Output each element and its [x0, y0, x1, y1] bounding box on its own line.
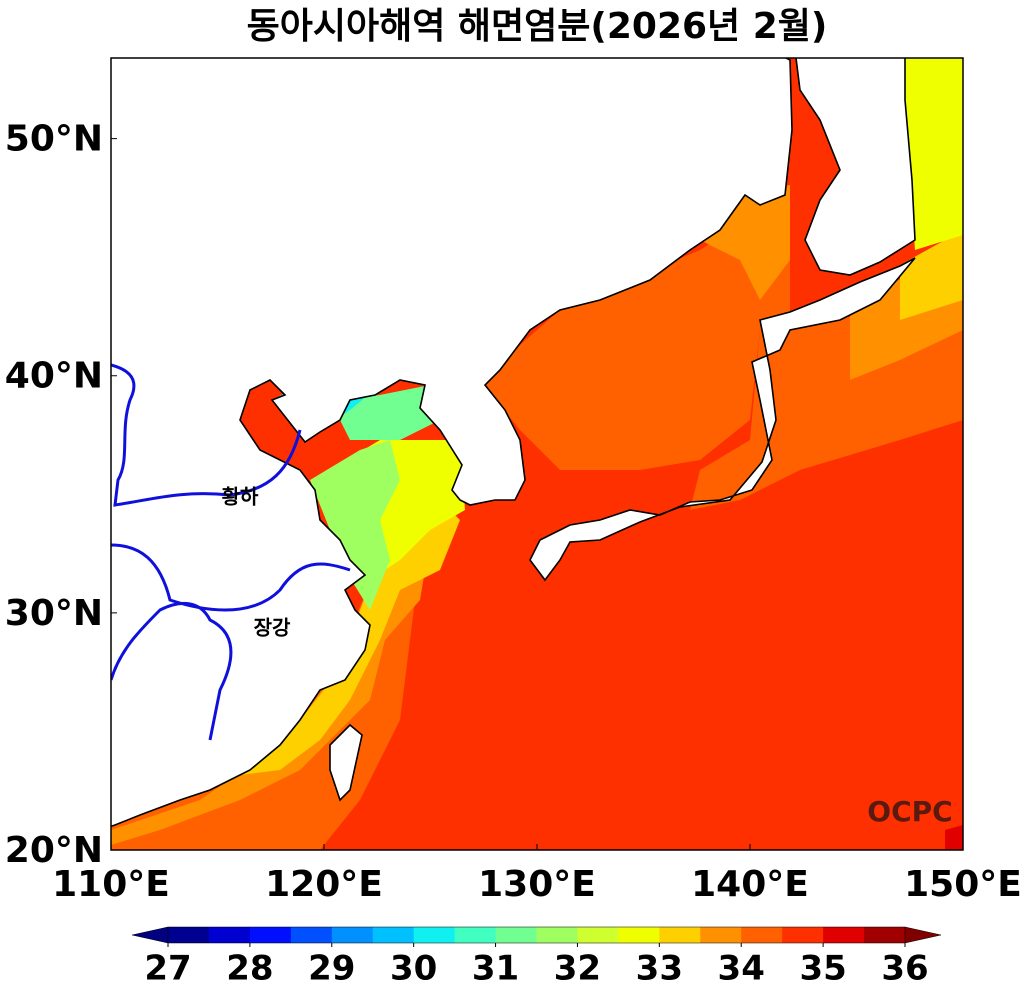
- colorbar-segment: [741, 927, 783, 943]
- land: [329, 723, 363, 802]
- land: [111, 58, 793, 828]
- colorbar-segment: [495, 927, 537, 943]
- land: [529, 257, 916, 582]
- colorbar-tick-label: 27: [144, 949, 191, 989]
- map-area: 황하 장강 OCPC: [111, 58, 963, 850]
- colorbar-under: [131, 926, 169, 944]
- annotation: 황하: [222, 485, 259, 509]
- salinity-zone: [240, 500, 460, 775]
- colorbar-segment: [659, 927, 701, 943]
- colorbar-tick-label: 29: [308, 949, 355, 989]
- salinity-zone: [310, 440, 400, 610]
- colorbar-tick-label: 31: [472, 949, 519, 989]
- colorbar-segment: [823, 927, 865, 943]
- x-tick-label: 150°E: [904, 864, 1022, 905]
- y-tick-label: 20°N: [5, 830, 103, 871]
- logo: OCPC: [867, 795, 952, 828]
- land: [795, 58, 916, 276]
- x-tick-label: 140°E: [691, 864, 809, 905]
- colorbar-segment: [331, 927, 374, 943]
- colorbar-segment: [577, 927, 619, 943]
- colorbar-segment: [372, 927, 415, 943]
- y-tick-label: 30°N: [5, 593, 103, 634]
- river: [111, 601, 233, 741]
- colorbar-segment: [618, 927, 660, 943]
- colorbar-segment: [168, 927, 210, 943]
- colorbar-segment: [700, 927, 742, 943]
- salinity-zone: [905, 58, 963, 250]
- colorbar-segment: [864, 927, 906, 943]
- salinity-zone: [900, 230, 963, 320]
- colorbar-segment: [536, 927, 578, 943]
- annotation: 장강: [254, 616, 291, 640]
- colorbar-tick-label: 35: [799, 949, 846, 989]
- colorbar-segment: [249, 927, 292, 943]
- x-tick-label: 120°E: [265, 864, 383, 905]
- colorbar-segment: [413, 927, 456, 943]
- colorbar-segment: [290, 927, 333, 943]
- colorbar-segment: [782, 927, 824, 943]
- colorbar-over: [904, 926, 942, 944]
- y-tick-label: 40°N: [5, 356, 103, 397]
- salinity-zone: [480, 190, 790, 470]
- river: [111, 363, 302, 507]
- colorbar-tick-label: 30: [390, 949, 437, 989]
- x-tick-label: 110°E: [52, 864, 170, 905]
- colorbar-frame: [167, 926, 906, 944]
- colorbar-tick-label: 36: [881, 949, 928, 989]
- colorbar-segment: [454, 927, 497, 943]
- colorbar-tick-label: 34: [718, 949, 765, 989]
- map-title: 동아시아해역 해면염분(2026년 2월): [247, 6, 828, 47]
- y-tick-label: 50°N: [5, 119, 103, 160]
- river: [111, 543, 351, 612]
- x-tick-label: 130°E: [478, 864, 596, 905]
- colorbar-tick-label: 33: [636, 949, 683, 989]
- salinity-zone: [945, 825, 963, 850]
- colorbar-segment: [208, 927, 251, 943]
- colorbar-tick-label: 28: [226, 949, 273, 989]
- colorbar-tick-label: 32: [554, 949, 601, 989]
